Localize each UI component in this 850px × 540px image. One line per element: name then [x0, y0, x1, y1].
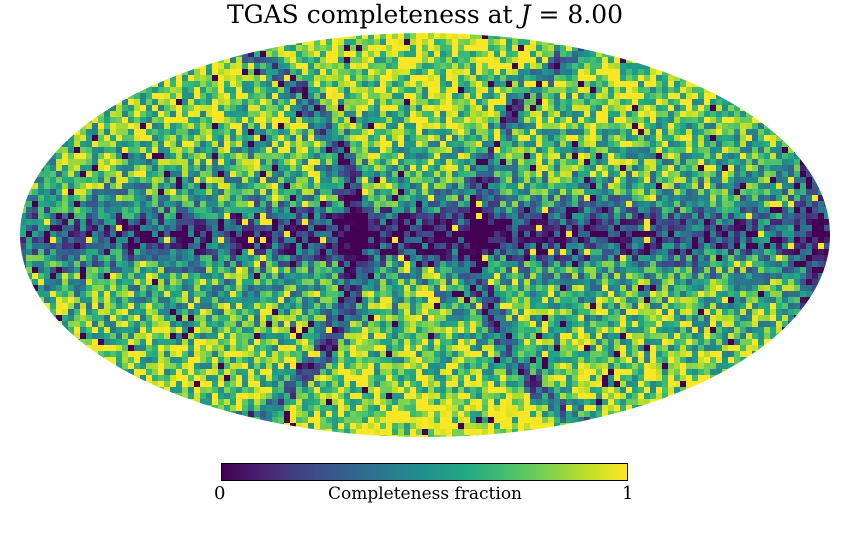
colorbar-title: Completeness fraction [327, 484, 523, 504]
colorbar-max-label: 1 [622, 483, 634, 504]
mollweide-map [20, 33, 830, 437]
colorbar [221, 463, 628, 481]
map-pixels [20, 33, 830, 437]
colorbar-min-label: 0 [214, 483, 226, 504]
map-title: TGAS completeness at J = 8.00 [226, 0, 624, 29]
